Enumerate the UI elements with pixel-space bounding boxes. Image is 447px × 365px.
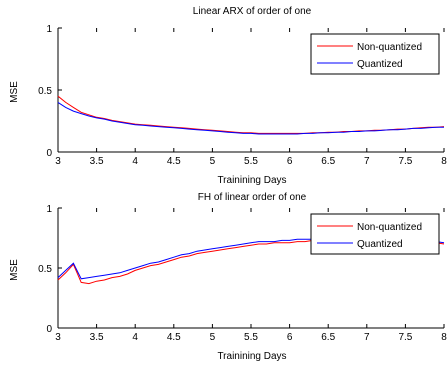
x-tick-label: 5.5: [244, 332, 258, 343]
legend-label: Non-quantized: [357, 42, 422, 53]
x-tick-label: 4: [132, 156, 138, 167]
x-tick-label: 3.5: [90, 156, 104, 167]
x-tick-label: 4.5: [167, 332, 181, 343]
legend-box: [310, 213, 440, 255]
subplot-1-y-axis-label: MSE: [9, 81, 20, 103]
x-tick-label: 3.5: [90, 332, 104, 343]
series-line-quantized: [57, 101, 444, 135]
x-tick-label: 5.5: [244, 156, 258, 167]
y-tick-label: 0: [46, 324, 52, 335]
legend-label: Quantized: [357, 239, 403, 250]
x-tick-label: 7: [364, 332, 370, 343]
subplot-2-y-axis-label: MSE: [9, 259, 20, 281]
x-tick-label: 3: [55, 332, 61, 343]
x-tick-label: 4: [132, 332, 138, 343]
x-tick-label: 6: [287, 156, 293, 167]
legend-box: [310, 33, 440, 75]
subplot-1-title: Linear ARX of order of one: [193, 6, 312, 17]
legend-label: Non-quantized: [357, 222, 422, 233]
y-tick-label: 1: [46, 24, 52, 35]
x-tick-label: 3: [55, 156, 61, 167]
subplot-1-x-axis-label: Trainining Days: [217, 175, 286, 186]
x-tick-label: 4.5: [167, 156, 181, 167]
x-tick-label: 5: [210, 156, 216, 167]
subplot-2: FH of linear order of one MSE Trainining…: [9, 192, 447, 362]
y-tick-label: 0.5: [38, 264, 52, 275]
legend-label: Quantized: [357, 59, 403, 70]
x-tick-label: 6.5: [321, 156, 335, 167]
y-tick-label: 0: [46, 148, 52, 159]
x-tick-label: 7.5: [398, 156, 412, 167]
x-tick-label: 6.5: [321, 332, 335, 343]
y-tick-label: 1: [46, 204, 52, 215]
subplot-2-title: FH of linear order of one: [198, 192, 307, 203]
series-line-non-quantized: [57, 95, 445, 134]
x-tick-label: 7.5: [398, 332, 412, 343]
x-tick-label: 7: [364, 156, 370, 167]
y-tick-label: 0.5: [38, 86, 52, 97]
x-tick-label: 8: [441, 156, 447, 167]
x-tick-label: 8: [441, 332, 447, 343]
x-tick-label: 5: [210, 332, 216, 343]
subplot-1: Linear ARX of order of one MSE Traininin…: [9, 6, 447, 186]
subplot-2-x-axis-label: Trainining Days: [217, 351, 286, 362]
x-tick-label: 6: [287, 332, 293, 343]
